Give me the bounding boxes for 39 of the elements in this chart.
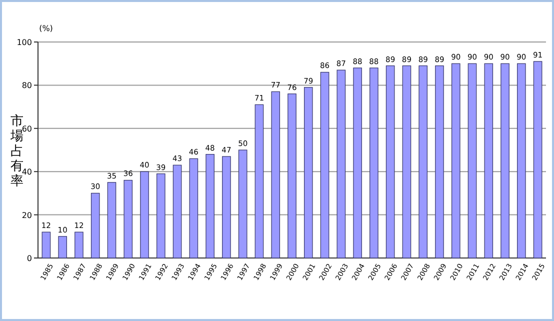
bar xyxy=(90,192,100,258)
bar xyxy=(58,236,67,258)
y-tick-label: 80 xyxy=(22,81,32,90)
bar xyxy=(451,63,460,258)
bar xyxy=(517,63,526,258)
bar xyxy=(320,72,330,258)
bar xyxy=(74,232,84,258)
y-tick-label: 20 xyxy=(22,210,32,220)
bar xyxy=(124,180,133,258)
bar xyxy=(370,68,378,258)
y-axis-title: 市場占有率 xyxy=(10,114,24,189)
bar xyxy=(222,156,231,258)
y-tick-label: 60 xyxy=(22,124,32,134)
bar xyxy=(484,63,494,258)
y-tick-label: 100 xyxy=(16,38,32,47)
bar xyxy=(238,150,248,258)
bar xyxy=(107,182,116,258)
bar xyxy=(468,63,477,258)
bar xyxy=(42,232,51,258)
y-tick-label: 0 xyxy=(26,254,32,263)
bar xyxy=(435,65,444,258)
bar xyxy=(254,104,264,258)
bar xyxy=(533,61,542,258)
bar xyxy=(336,70,346,258)
bar xyxy=(206,154,214,258)
bar xyxy=(500,63,510,258)
bar xyxy=(189,158,198,258)
text: (%) xyxy=(39,24,53,33)
bar xyxy=(172,164,182,258)
bar xyxy=(288,94,296,258)
bar xyxy=(304,87,313,258)
bar xyxy=(140,171,149,258)
bar xyxy=(271,91,280,258)
bar xyxy=(402,65,412,258)
bar xyxy=(353,68,362,258)
bar xyxy=(418,65,428,258)
y-tick-label: 40 xyxy=(22,168,32,177)
bar xyxy=(156,173,166,258)
bar xyxy=(386,65,395,258)
